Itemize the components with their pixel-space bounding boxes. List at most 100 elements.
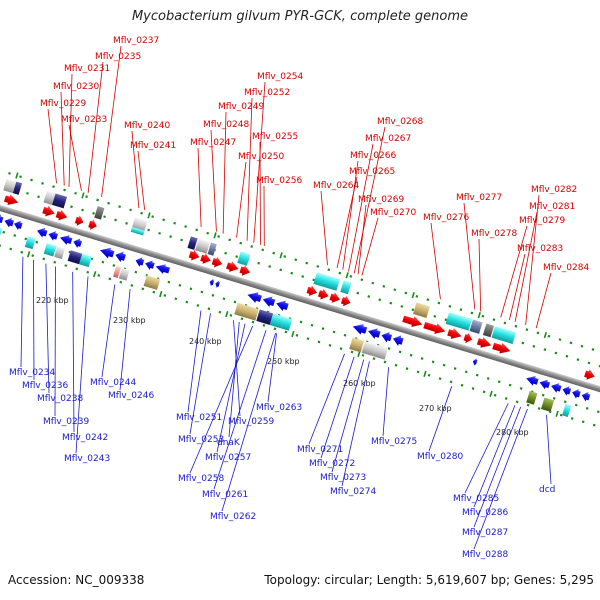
gene-label-top: Mflv_0249	[218, 102, 264, 112]
gene-label-bottom: Mflv_0257	[205, 453, 251, 463]
tick-dot	[554, 351, 558, 355]
tick-dot	[526, 403, 530, 407]
tick-dot	[273, 327, 277, 331]
leader-line-bottom	[233, 320, 241, 417]
tick-dot	[257, 261, 261, 265]
tick-dot	[173, 221, 177, 225]
tick-dot	[482, 390, 486, 394]
forward-gene-arrow	[476, 337, 492, 348]
forward-gene-arrow	[423, 321, 446, 334]
tick-dot	[470, 311, 474, 315]
kbp-scale-labels: 220 kbp 230 kbp 240 kbp 250 kbp 260 kbp 270 k…	[36, 296, 529, 437]
reverse-gene-arrow	[145, 260, 155, 270]
tick-dot	[24, 237, 28, 241]
gene-label-top: Mflv_0252	[244, 88, 290, 98]
leader-line-bottom	[320, 356, 355, 459]
tick-dot	[207, 307, 211, 311]
tick-dot	[444, 318, 448, 322]
tick-dot	[504, 397, 508, 400]
forward-gene-arrow	[55, 209, 68, 221]
tick-dot	[63, 188, 66, 192]
leader-line-bottom	[341, 361, 370, 487]
tick-dot	[537, 407, 541, 410]
gene-box	[195, 238, 211, 254]
leader-line-bottom	[189, 313, 211, 435]
forward-gene-arrow	[3, 194, 19, 206]
tick-dot	[228, 238, 232, 242]
tick-dot	[107, 201, 110, 205]
reverse-gene-arrow	[352, 324, 368, 335]
gene-box	[24, 236, 36, 250]
tick-dot	[211, 294, 215, 297]
tick-dot	[350, 350, 354, 354]
reverse-gene-arrow	[247, 292, 262, 303]
gene-label-top: Mflv_0269	[358, 195, 404, 205]
reverse-gene-arrow	[526, 376, 539, 386]
tick-dot	[85, 195, 88, 199]
tick-dot	[427, 373, 431, 377]
leader-line-bottom	[72, 271, 75, 433]
tick-dot	[552, 397, 556, 400]
tick-dot	[180, 238, 183, 242]
tick-dot	[268, 265, 272, 268]
tick-dot	[328, 343, 332, 347]
forward-gene-arrow	[226, 261, 239, 272]
gene-box	[112, 266, 121, 279]
leader-line-top	[342, 160, 359, 270]
tick-dot	[367, 295, 371, 298]
gene-label-top: Mflv_0265	[349, 167, 395, 177]
tick-dot	[563, 400, 567, 404]
gene-label-bottom: dnaK	[217, 438, 241, 448]
gene-label-bottom: Mflv_0275	[371, 437, 417, 447]
kbp-scale-label: 280 kbp	[496, 428, 529, 437]
tick-dot	[92, 211, 95, 215]
leader-line-top	[60, 91, 65, 186]
gene-box	[143, 275, 161, 290]
leader-line-top	[508, 253, 526, 321]
leader-line-bottom	[473, 405, 516, 508]
tick-dot	[151, 215, 155, 218]
leader-line-bottom	[473, 408, 528, 550]
major-tick	[543, 331, 547, 339]
gene-label-bottom: Mflv_0263	[256, 403, 302, 413]
major-tick	[279, 252, 283, 259]
leader-line-bottom	[221, 332, 277, 512]
kbp-scale-label: 270 kbp	[419, 404, 452, 413]
gene-box	[349, 337, 365, 353]
gene-label-leader-lines	[20, 45, 552, 550]
forward-gene-arrow	[317, 288, 329, 300]
reverse-gene-arrow	[4, 217, 14, 228]
tick-dot	[20, 250, 24, 254]
major-tick	[423, 370, 427, 378]
leader-line-bottom	[267, 333, 277, 403]
tick-dot	[416, 370, 420, 374]
forward-gene-arrow	[584, 369, 595, 380]
kbp-scale-label: 250 kbp	[267, 357, 300, 366]
leader-line-bottom	[213, 329, 267, 490]
gene-label-bottom: Mflv_0274	[330, 487, 376, 497]
tick-dot	[596, 410, 600, 414]
tick-dot	[460, 383, 464, 387]
leader-line-top	[210, 129, 217, 232]
tick-dot	[503, 321, 507, 325]
tick-dot	[475, 373, 479, 377]
gene-label-top: Mflv_0266	[350, 151, 396, 161]
tick-dot	[459, 308, 463, 312]
tick-dot	[543, 348, 547, 352]
forward-gene-arrow	[188, 249, 200, 261]
tick-dot	[290, 271, 294, 275]
leader-line-bottom	[546, 414, 552, 485]
gene-label-bottom: Mflv_0246	[108, 391, 154, 401]
gene-label-top: Mflv_0284	[543, 263, 589, 273]
forward-gene-arrow	[463, 332, 473, 344]
leader-line-bottom	[331, 359, 365, 473]
gene-label-bottom: Mflv_0285	[453, 494, 499, 504]
leader-line-top	[131, 130, 140, 209]
tick-dot	[587, 361, 591, 365]
major-tick	[477, 312, 481, 319]
tick-dot	[574, 403, 578, 407]
forward-gene-arrow	[492, 342, 511, 354]
tick-dot	[52, 185, 55, 189]
major-tick	[555, 410, 559, 417]
